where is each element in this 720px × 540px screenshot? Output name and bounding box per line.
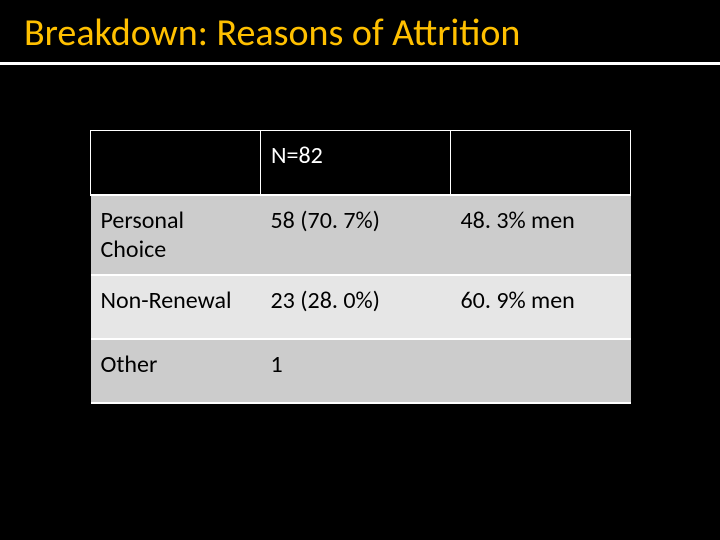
slide: Breakdown: Reasons of Attrition N=82 Per… (0, 0, 720, 540)
table-row: Personal Choice 58 (70. 7%) 48. 3% men (91, 195, 631, 275)
table-header-row: N=82 (91, 131, 631, 195)
cell-value: 23 (28. 0%) (261, 275, 451, 339)
cell-label: Other (91, 339, 261, 403)
header-cell-empty-right (451, 131, 631, 195)
cell-label: Personal Choice (91, 195, 261, 275)
title-underline (0, 62, 720, 65)
header-cell-n: N=82 (261, 131, 451, 195)
cell-detail: 60. 9% men (451, 275, 631, 339)
cell-value: 58 (70. 7%) (261, 195, 451, 275)
table: N=82 Personal Choice 58 (70. 7%) 48. 3% … (90, 130, 631, 404)
cell-label: Non-Renewal (91, 275, 261, 339)
cell-detail: 48. 3% men (451, 195, 631, 275)
table-row: Other 1 (91, 339, 631, 403)
header-cell-empty-left (91, 131, 261, 195)
cell-value: 1 (261, 339, 451, 403)
table-row: Non-Renewal 23 (28. 0%) 60. 9% men (91, 275, 631, 339)
page-title: Breakdown: Reasons of Attrition (0, 0, 720, 62)
cell-detail (451, 339, 631, 403)
attrition-table: N=82 Personal Choice 58 (70. 7%) 48. 3% … (90, 130, 630, 404)
